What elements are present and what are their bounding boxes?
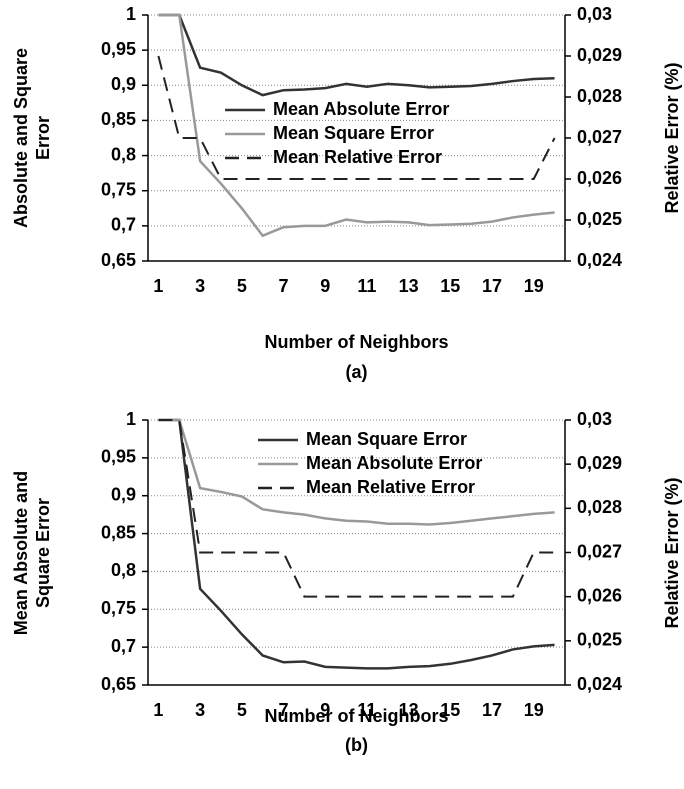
y2-tick-label: 0,027 [577,541,622,561]
y2-axis-label: Relative Error (%) [662,62,682,214]
y-tick-label: 0,85 [101,522,136,542]
y-tick-label: 0,7 [111,636,136,656]
x-tick-label: 1 [153,276,163,296]
series-line [158,418,555,670]
x-tick-label: 5 [237,276,247,296]
y-tick-label: 0,85 [101,109,136,129]
series-line [158,418,555,526]
y2-axis-label: Relative Error (%) [662,476,682,629]
x-tick-label: 17 [482,700,502,720]
x-tick-label: 17 [482,276,502,296]
series-line [158,13,555,97]
y-tick-label: 0,9 [111,484,136,504]
legend-label: Mean Absolute Error [306,453,482,473]
legend-label: Mean Square Error [306,429,467,449]
x-tick-label: 19 [524,276,544,296]
y-axis-label: Absolute and Square Error [11,47,53,229]
x-tick-label: 9 [320,700,330,720]
x-tick-label: 15 [440,276,460,296]
caption: (a) [346,362,368,382]
x-tick-label: 7 [279,276,289,296]
legend-label: Mean Absolute Error [273,99,449,119]
x-tick-label: 1 [153,700,163,720]
x-tick-label: 9 [320,276,330,296]
y-tick-label: 0,65 [101,674,136,694]
y-tick-label: 0,8 [111,144,136,164]
y2-tick-label: 0,027 [577,127,622,147]
y-tick-label: 0,75 [101,179,136,199]
y-tick-label: 0,9 [111,74,136,94]
y2-tick-label: 0,025 [577,209,622,229]
y-tick-label: 0,75 [101,598,136,618]
caption: (b) [345,735,368,755]
y2-tick-label: 0,025 [577,630,622,650]
y-tick-label: 0,95 [101,447,136,467]
y2-tick-label: 0,029 [577,453,622,473]
y2-tick-label: 0,03 [577,409,612,429]
y-tick-label: 0,8 [111,560,136,580]
x-tick-label: 5 [237,700,247,720]
x-tick-label: 13 [399,276,419,296]
y-tick-label: 1 [126,4,136,24]
x-tick-label: 19 [524,700,544,720]
x-tick-label: 3 [195,276,205,296]
series-line [158,419,555,598]
x-tick-label: 3 [195,700,205,720]
x-tick-label: 7 [279,700,289,720]
x-tick-label: 11 [357,700,376,720]
y-tick-label: 1 [126,409,136,429]
y2-tick-label: 0,028 [577,86,622,106]
x-tick-label: 13 [399,700,419,720]
y2-tick-label: 0,024 [577,674,622,694]
series-line [157,55,556,180]
y2-tick-label: 0,03 [577,4,612,24]
legend-label: Mean Square Error [273,123,434,143]
x-tick-label: 15 [440,700,460,720]
y-tick-label: 0,7 [111,215,136,235]
legend-label: Mean Relative Error [273,147,442,167]
y2-tick-label: 0,026 [577,168,622,188]
x-axis-label: Number of Neighbors [264,706,448,726]
y2-tick-label: 0,024 [577,250,622,270]
y-axis-label: Mean Absolute and Square Error [11,470,53,635]
y-tick-label: 0,65 [101,250,136,270]
series-line [158,13,555,238]
x-axis-label: Number of Neighbors [264,332,448,352]
legend-label: Mean Relative Error [306,477,475,497]
y2-tick-label: 0,029 [577,45,622,65]
x-tick-label: 11 [357,276,376,296]
y-tick-label: 0,95 [101,39,136,59]
y2-tick-label: 0,028 [577,497,622,517]
y2-tick-label: 0,026 [577,585,622,605]
